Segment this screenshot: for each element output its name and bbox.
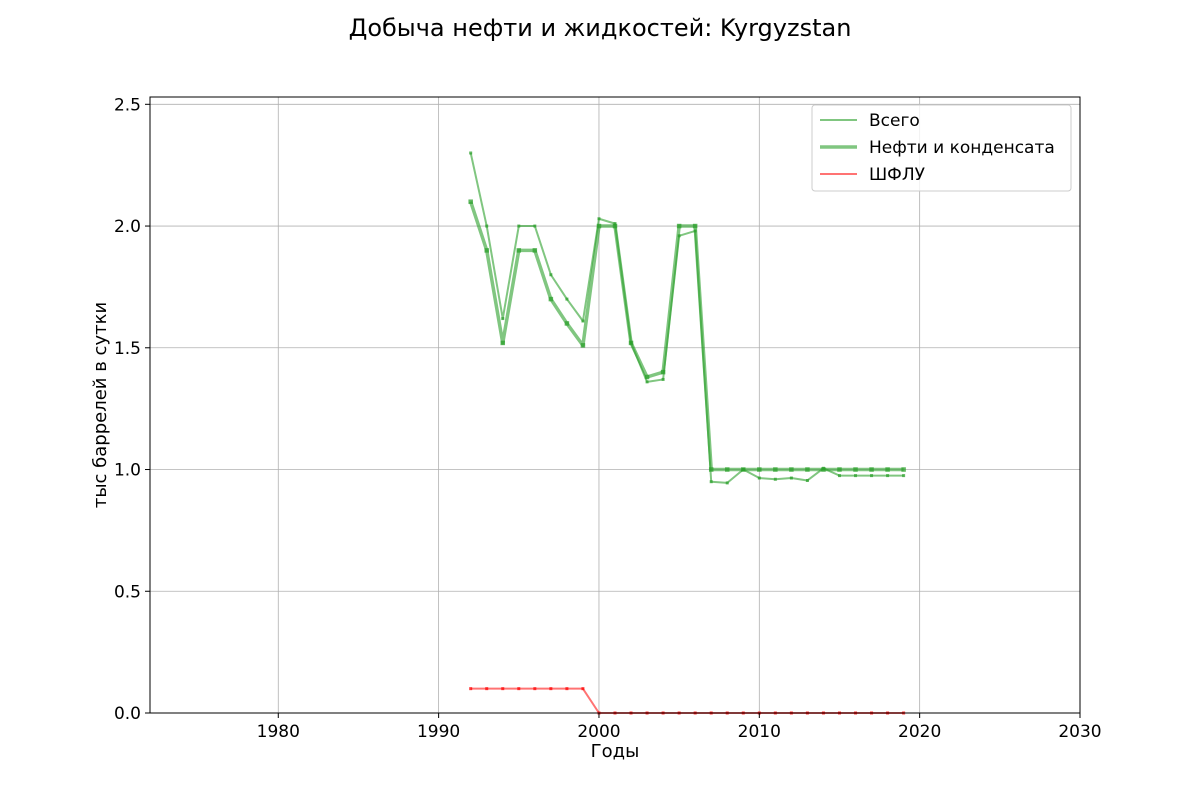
legend-label-oil-condensate: Нефти и конденсата — [869, 138, 1055, 158]
data-point-oil-condensate — [484, 248, 489, 253]
data-point-total — [837, 474, 841, 478]
y-tick-label: 1.5 — [114, 339, 141, 359]
data-point-total — [533, 224, 537, 228]
data-point-ngl — [533, 687, 537, 691]
series-line-oil-condensate — [469, 201, 904, 472]
data-point-oil-condensate — [805, 467, 810, 472]
axes: 1980 1990 2000 2010 2020 2030 0.0 0.5 1.0 1.5 2.0 2… — [114, 95, 1102, 742]
data-point-total — [517, 224, 521, 228]
data-point-total — [709, 480, 713, 484]
data-point-oil-condensate — [500, 340, 506, 346]
data-point-ngl — [517, 687, 521, 691]
data-point-total — [789, 476, 793, 480]
data-point-total — [757, 476, 761, 480]
x-axis-label: Годы — [591, 741, 640, 762]
data-point-oil-condensate — [724, 467, 730, 472]
x-tick-label: 2020 — [898, 722, 941, 742]
data-point-oil-condensate — [628, 340, 634, 346]
data-point-oil-condensate — [676, 223, 682, 229]
legend-box — [811, 104, 1072, 192]
data-point-total — [645, 380, 649, 384]
data-point-oil-condensate — [660, 369, 666, 375]
data-point-total — [805, 478, 809, 482]
x-tick-label: 2000 — [577, 722, 620, 742]
data-point-oil-condensate — [741, 467, 746, 472]
data-point-ngl — [581, 687, 585, 691]
chart-title: Добыча нефти и жидкостей: Kyrgyzstan — [349, 14, 852, 42]
data-point-ngl — [549, 687, 553, 691]
data-point-oil-condensate — [644, 374, 650, 380]
data-point-oil-condensate — [564, 321, 570, 326]
data-point-total — [725, 481, 729, 485]
data-point-total — [854, 474, 858, 478]
data-point-total — [597, 217, 601, 221]
data-point-ngl — [469, 687, 473, 691]
data-point-total — [886, 474, 890, 478]
data-point-oil-condensate — [901, 467, 906, 472]
data-point-oil-condensate — [885, 467, 890, 472]
data-point-total — [661, 377, 665, 381]
data-point-total — [485, 224, 489, 228]
data-point-oil-condensate — [548, 296, 554, 302]
data-point-ngl — [485, 687, 489, 691]
data-point-oil-condensate — [580, 343, 586, 348]
data-point-oil-condensate — [708, 467, 714, 472]
plot-frame — [149, 96, 1081, 714]
data-point-total — [581, 319, 585, 323]
data-point-ngl — [565, 687, 569, 691]
data-point-oil-condensate — [612, 223, 618, 229]
data-point-oil-condensate — [532, 248, 538, 253]
y-tick-label: 0.5 — [114, 582, 141, 602]
data-point-oil-condensate — [468, 199, 473, 204]
data-point-oil-condensate — [869, 467, 874, 472]
data-point-total — [613, 222, 617, 226]
legend-label-total: Всего — [869, 111, 920, 131]
data-point-oil-condensate — [516, 248, 522, 253]
y-tick-label: 2.5 — [114, 95, 141, 115]
data-point-total — [773, 477, 777, 481]
data-point-oil-condensate — [789, 467, 794, 472]
data-point-total — [549, 273, 553, 277]
legend: Всего Нефти и конденсата ШФЛУ — [811, 104, 1072, 192]
data-point-oil-condensate — [821, 467, 826, 472]
data-point-oil-condensate — [853, 467, 858, 472]
data-point-oil-condensate — [773, 467, 778, 472]
x-tick-label: 1990 — [417, 722, 460, 742]
y-tick-label: 2.0 — [114, 217, 141, 237]
data-point-oil-condensate — [757, 467, 762, 472]
data-point-oil-condensate — [596, 223, 602, 229]
legend-label-ngl: ШФЛУ — [869, 165, 926, 185]
series-line-total — [469, 152, 904, 484]
y-tick-label: 0.0 — [114, 704, 141, 724]
x-tick-label: 2010 — [738, 722, 781, 742]
data-point-total — [565, 297, 569, 301]
data-point-total — [902, 474, 906, 478]
data-point-total — [870, 474, 874, 478]
data-point-total — [501, 317, 505, 321]
y-axis-label: тыс баррелей в сутки — [90, 302, 111, 508]
x-tick-label: 2030 — [1058, 722, 1101, 742]
data-point-oil-condensate — [837, 467, 842, 472]
data-point-oil-condensate — [692, 223, 698, 229]
y-tick-label: 1.0 — [114, 461, 141, 481]
data-point-total — [469, 151, 473, 155]
x-tick-label: 1980 — [257, 722, 300, 742]
data-point-ngl — [501, 687, 505, 691]
